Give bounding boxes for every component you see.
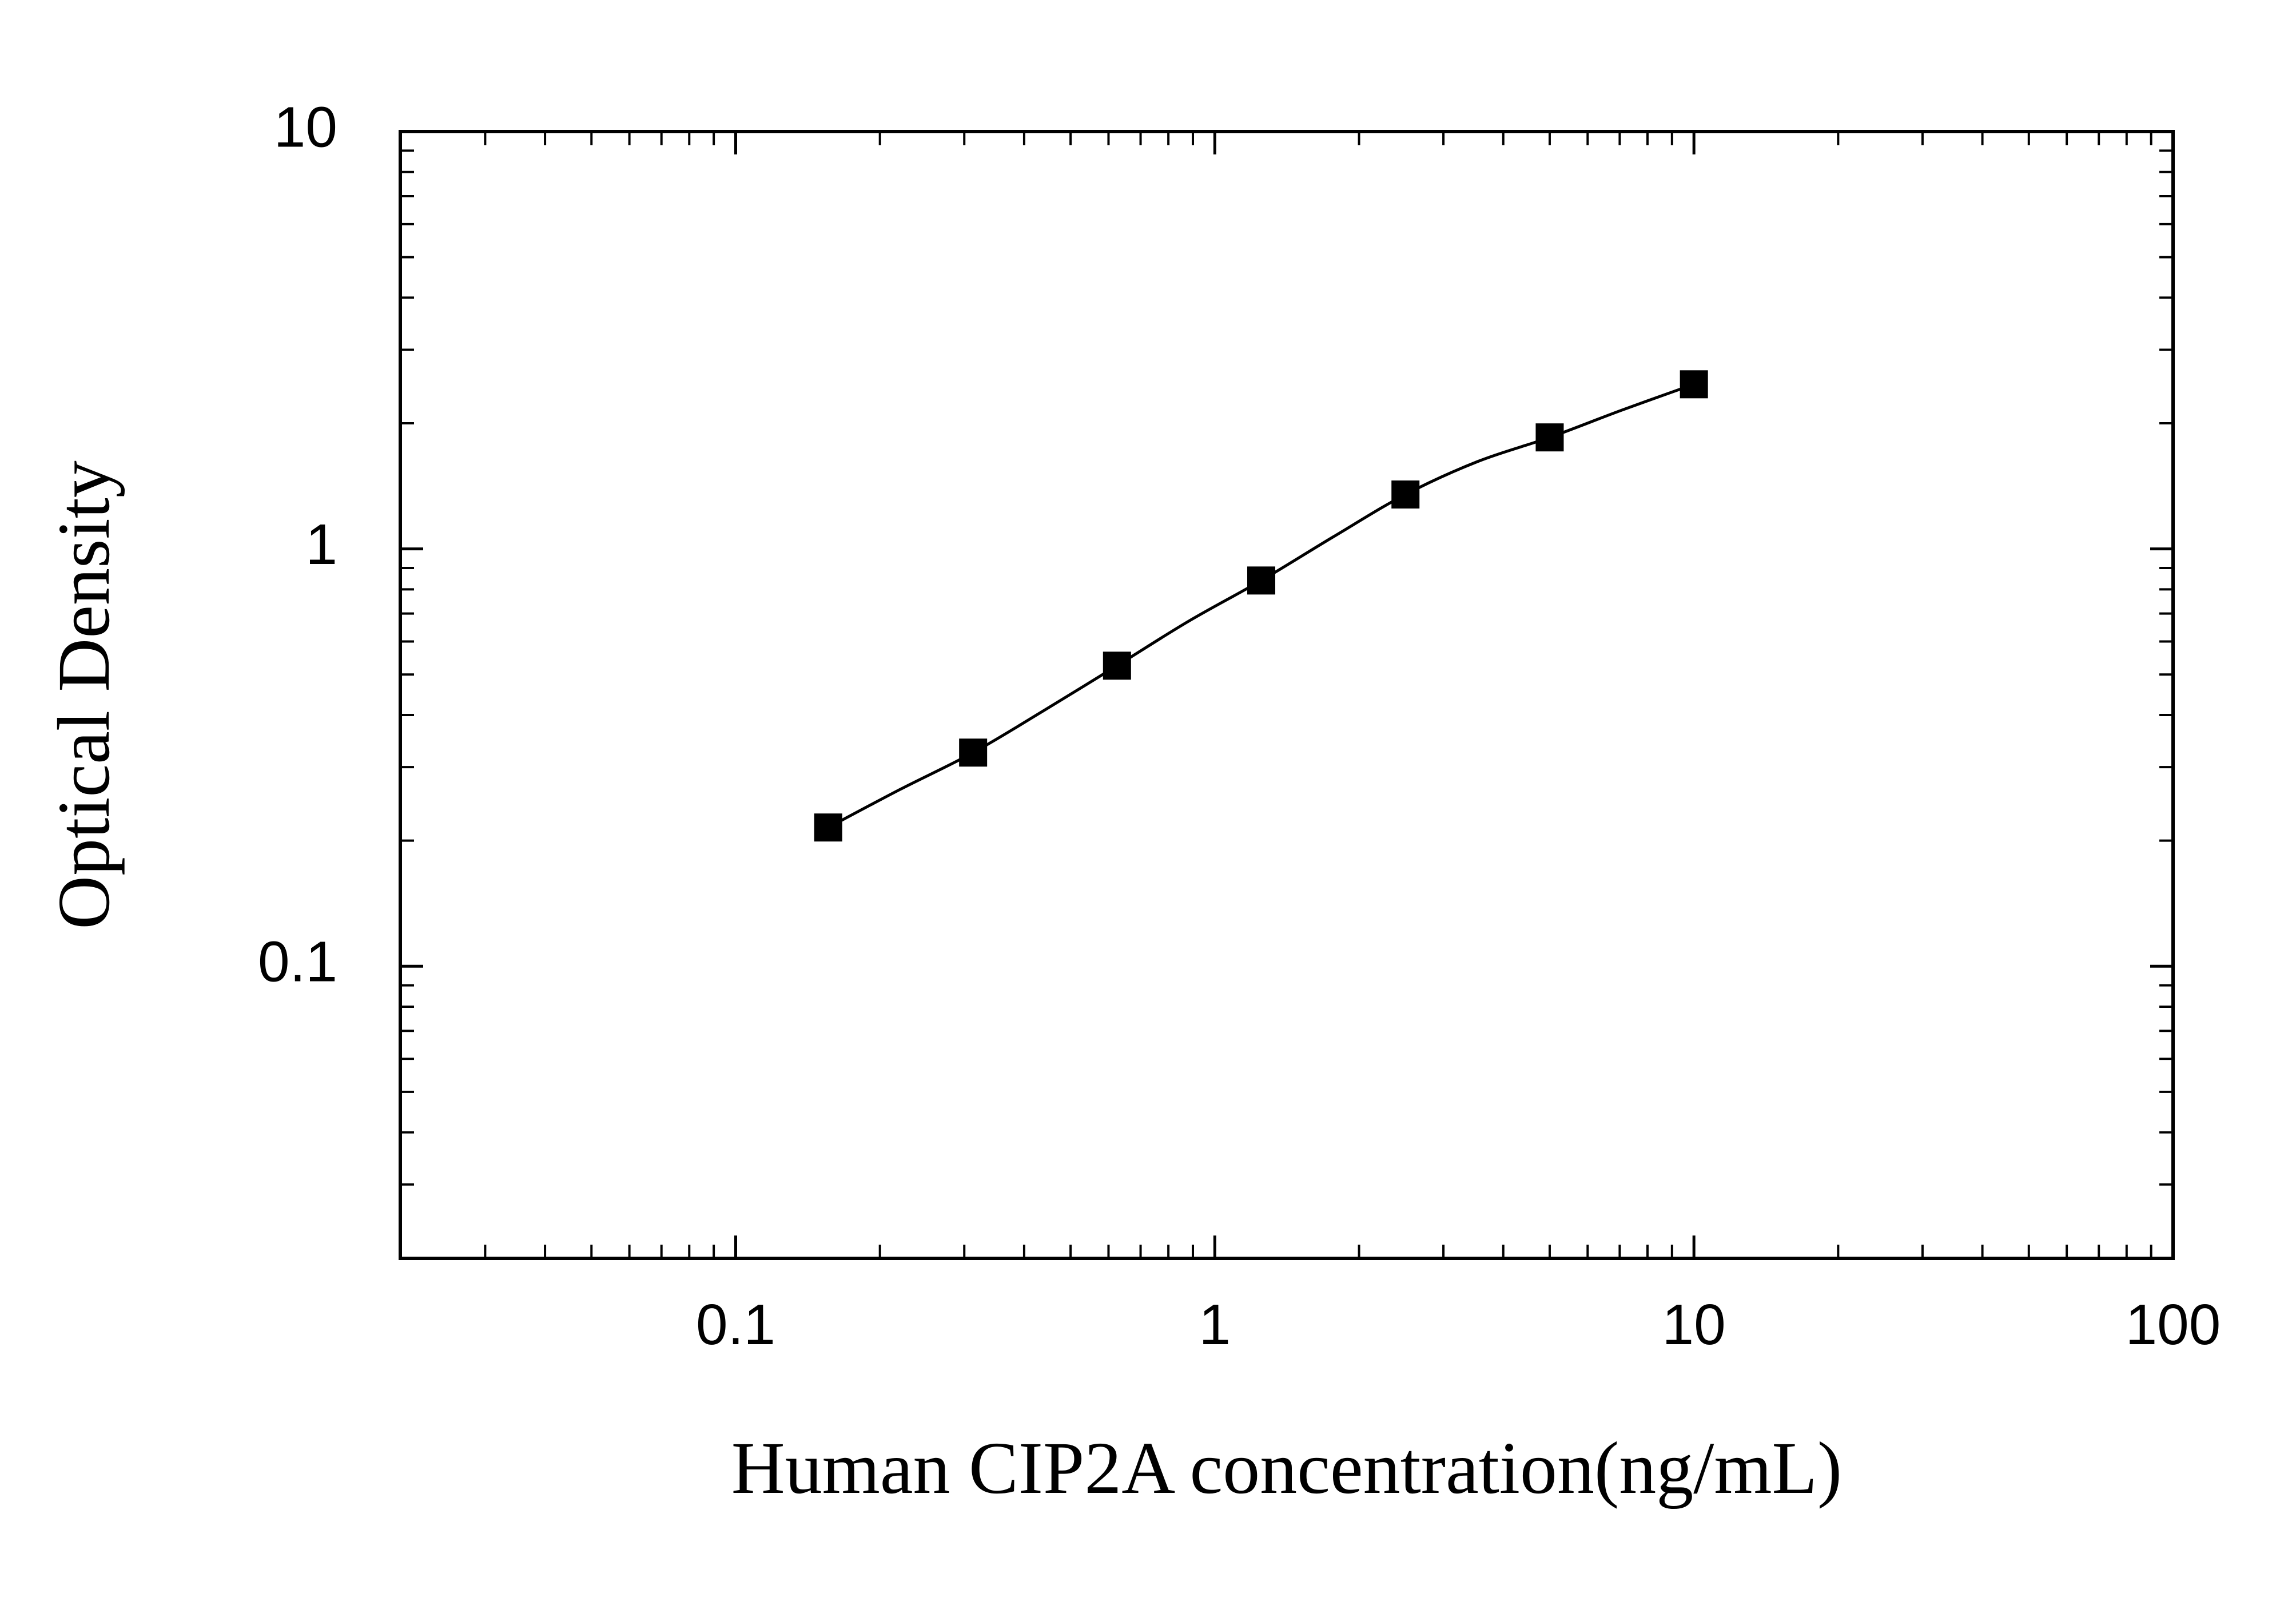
x-axis-label: Human CIP2A concentration(ng/mL) — [731, 1427, 1842, 1509]
y-tick-label: 0.1 — [258, 930, 337, 994]
x-tick-label: 0.1 — [696, 1293, 775, 1357]
chart-container: 0.1 1 10 100 0.1 1 10 Human CIP2A concentration… — [0, 0, 2296, 1605]
y-tick-label: 10 — [274, 95, 337, 159]
data-marker — [1536, 424, 1563, 451]
data-marker — [960, 739, 987, 766]
data-marker — [1392, 481, 1419, 508]
data-marker — [1680, 371, 1708, 398]
data-curve — [828, 384, 1694, 828]
chart-svg: 0.1 1 10 100 0.1 1 10 Human CIP2A concentration… — [0, 0, 2296, 1605]
x-tick-label: 10 — [1662, 1293, 1726, 1357]
data-marker — [1103, 652, 1131, 680]
y-axis-label: Optical Density — [43, 460, 125, 929]
x-tick-label: 100 — [2126, 1293, 2221, 1357]
data-marker — [814, 814, 842, 841]
x-tick-label: 1 — [1199, 1293, 1231, 1357]
plot-frame — [400, 132, 2173, 1258]
y-tick-label: 1 — [305, 513, 337, 577]
data-marker — [1248, 567, 1275, 594]
